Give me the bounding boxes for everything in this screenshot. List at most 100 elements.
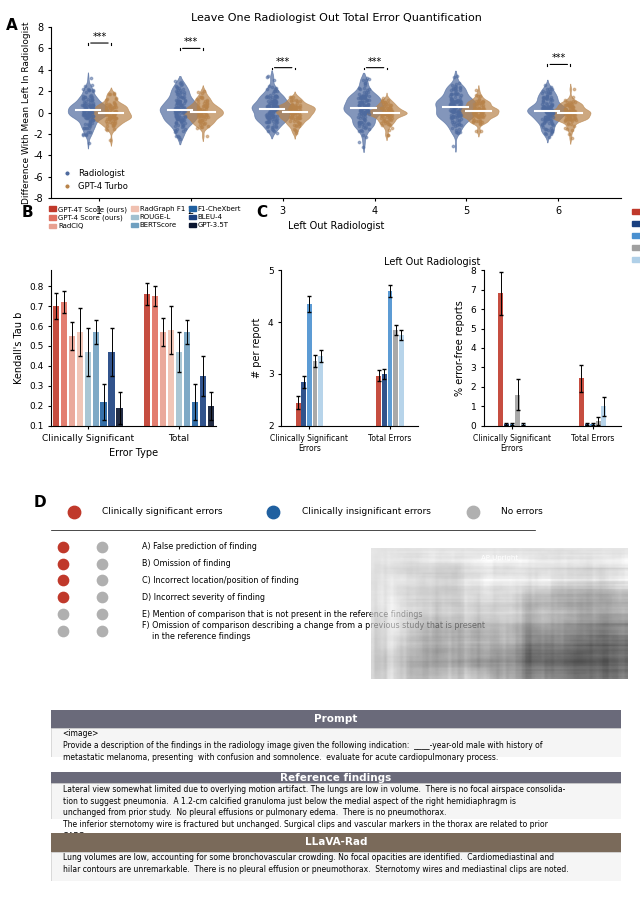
Point (564, 105, 574, 120)
Point (538, 91, 548, 105)
Point (356, 115, 367, 129)
Point (171, 93, 181, 108)
Point (380, 101, 390, 115)
Point (58, 624, 68, 638)
Point (269, 102, 280, 116)
Point (455, 125, 465, 139)
Point (474, 102, 484, 116)
Point (451, 103, 461, 118)
Point (84, 118, 94, 132)
Point (541, 105, 551, 120)
Point (455, 105, 465, 120)
Point (478, 102, 488, 116)
Point (560, 103, 570, 118)
Point (362, 116, 372, 130)
Point (447, 95, 457, 110)
Point (262, 110, 272, 124)
Point (267, 112, 277, 127)
Point (564, 104, 574, 119)
Point (269, 93, 279, 108)
Point (193, 106, 203, 120)
Point (355, 103, 365, 118)
Point (111, 103, 121, 118)
Point (176, 103, 186, 118)
Point (353, 111, 364, 125)
Point (269, 102, 280, 116)
Point (380, 116, 390, 130)
FancyBboxPatch shape (40, 770, 632, 785)
Point (360, 107, 370, 121)
Point (383, 93, 394, 107)
Point (451, 100, 461, 114)
Point (560, 102, 570, 117)
Point (564, 99, 574, 113)
Point (202, 107, 212, 121)
Point (172, 112, 182, 127)
Point (177, 120, 187, 134)
Point (109, 107, 119, 121)
Point (356, 102, 367, 116)
Point (87, 101, 97, 115)
Text: A: A (6, 18, 17, 33)
Point (268, 97, 278, 111)
Point (447, 112, 457, 127)
Point (295, 107, 305, 121)
Point (269, 123, 279, 138)
Point (543, 129, 554, 144)
Point (200, 104, 211, 119)
Point (383, 113, 393, 128)
Point (268, 106, 278, 120)
Point (376, 101, 387, 115)
Point (541, 104, 551, 119)
Point (541, 127, 551, 141)
Point (468, 111, 479, 125)
Point (380, 113, 390, 128)
Point (86, 107, 97, 121)
Point (471, 94, 481, 109)
Point (107, 102, 117, 116)
Point (360, 101, 370, 115)
Point (546, 121, 556, 136)
Legend: LLaVA-Rad, LLaVA-Med, LLaVA, GPT-4V, CheXagent: LLaVA-Rad, LLaVA-Med, LLaVA, GPT-4V, Che… (628, 204, 640, 267)
Point (77, 98, 88, 112)
Point (477, 109, 487, 123)
Point (267, 108, 277, 122)
Point (377, 118, 387, 132)
Point (78, 92, 88, 106)
Point (87, 90, 97, 104)
Point (268, 504, 278, 519)
Point (569, 112, 579, 127)
Bar (584, 424, 589, 426)
Point (106, 106, 116, 120)
Point (477, 95, 487, 110)
Point (173, 102, 184, 117)
Point (102, 107, 112, 121)
Point (540, 100, 550, 114)
Point (377, 109, 387, 123)
Point (364, 82, 374, 96)
Point (294, 93, 305, 108)
Point (85, 106, 95, 120)
Point (478, 100, 488, 114)
Point (543, 111, 553, 126)
Point (171, 109, 181, 123)
Point (363, 104, 373, 119)
Point (197, 120, 207, 134)
Point (542, 88, 552, 102)
Point (294, 110, 304, 124)
Point (357, 89, 367, 103)
Point (261, 108, 271, 122)
Point (170, 84, 180, 98)
Point (88, 112, 99, 127)
Point (291, 118, 301, 132)
Point (469, 102, 479, 117)
Point (354, 94, 364, 109)
Point (360, 101, 371, 115)
Point (263, 124, 273, 138)
Point (562, 94, 572, 109)
Point (264, 112, 274, 127)
Point (174, 109, 184, 123)
Text: E) Mention of comparison that is not present in the reference findings: E) Mention of comparison that is not pre… (142, 610, 423, 619)
Point (454, 76, 464, 90)
Point (380, 98, 390, 112)
